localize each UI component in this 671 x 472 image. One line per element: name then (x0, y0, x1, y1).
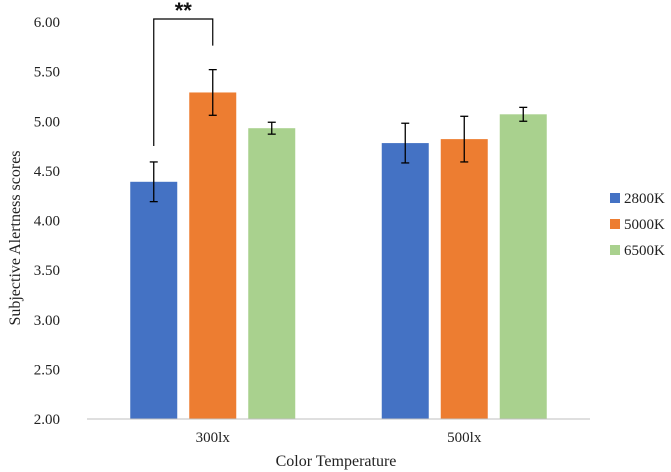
x-tick-label: 500lx (447, 430, 482, 446)
bar-300lx-6500K (248, 128, 296, 419)
legend-swatch-6500K (610, 245, 620, 255)
bar-500lx-2800K (381, 143, 429, 419)
legend-swatch-2800K (610, 193, 620, 203)
y-tick-label: 4.50 (34, 164, 60, 180)
y-tick-label: 2.50 (34, 362, 60, 378)
x-axis-title: Color Temperature (276, 453, 397, 470)
legend-label-6500K: 6500K (624, 243, 665, 259)
y-tick-label: 2.00 (34, 412, 60, 428)
y-axis-title: Subjective Alertness scores (7, 150, 24, 325)
legend-label-2800K: 2800K (624, 191, 665, 207)
y-axis-tick-labels: 2.00 2.50 3.00 3.50 4.00 4.50 5.00 5.50 6.00 (34, 15, 60, 428)
legend-label-5000K: 5000K (624, 217, 665, 233)
x-axis-tick-labels: 300lx 500lx (196, 430, 482, 446)
legend: 2800K 5000K 6500K (610, 191, 665, 259)
bar-300lx-5000K (189, 92, 237, 419)
bar-500lx-5000K (440, 139, 488, 420)
significance-label: ** (175, 0, 193, 23)
y-tick-label: 6.00 (34, 15, 60, 31)
bar-500lx-6500K (499, 114, 547, 420)
y-tick-label: 5.50 (34, 65, 60, 81)
y-tick-label: 5.00 (34, 114, 60, 130)
bars (130, 92, 547, 420)
y-tick-label: 3.50 (34, 263, 60, 279)
bar-300lx-2800K (130, 181, 178, 419)
x-tick-label: 300lx (196, 430, 231, 446)
error-bars (149, 68, 528, 203)
significance-annotations: ** (153, 0, 214, 146)
significance-bracket (153, 18, 214, 146)
y-tick-label: 4.00 (34, 214, 60, 230)
legend-swatch-5000K (610, 219, 620, 229)
y-tick-label: 3.00 (34, 313, 60, 329)
